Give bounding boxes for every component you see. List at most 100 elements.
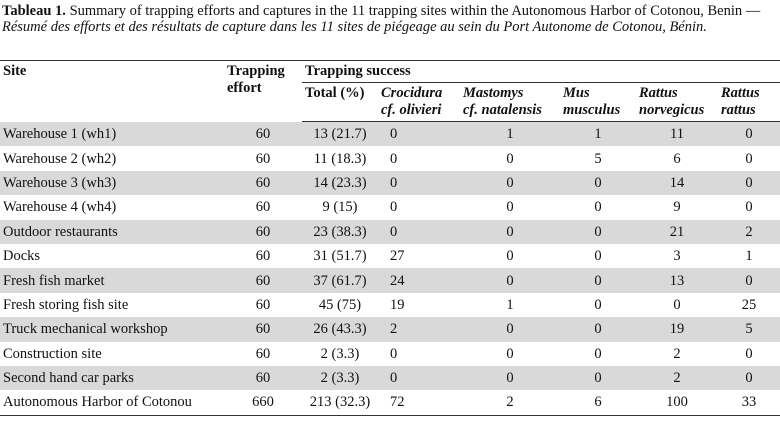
value-cell: 60: [224, 170, 302, 196]
value-cell: 0: [506, 199, 514, 216]
value-cell: 0: [460, 365, 560, 391]
header-line: Total (%): [305, 85, 365, 101]
value-cell: 0: [560, 268, 636, 293]
value-cell: 0: [378, 365, 460, 391]
header-site: Site: [0, 60, 224, 122]
header-line: cf. natalensis: [463, 102, 542, 118]
column-header: Rattus norvegicus: [636, 82, 718, 122]
value-cell: 0: [560, 317, 636, 342]
value-cell: 33: [718, 390, 780, 416]
caption-english: Summary of trapping efforts and captures…: [69, 3, 761, 19]
value-cell: 25: [741, 296, 757, 313]
header-line: Rattus: [721, 85, 760, 101]
value-cell: 2: [460, 390, 560, 416]
value-cell: 2: [673, 345, 681, 362]
value-cell: 0: [378, 219, 460, 244]
caption-label: Tableau 1.: [2, 3, 66, 19]
value-cell: 31 (51.7): [313, 248, 367, 265]
header-line: cf. olivieri: [381, 102, 442, 118]
value-cell: 24: [378, 268, 460, 293]
value-cell: 72: [378, 390, 460, 416]
value-cell: 60: [224, 121, 302, 147]
value-cell: 0: [560, 219, 636, 244]
value-cell: 27: [390, 248, 405, 265]
header-line: Trapping: [227, 63, 285, 79]
value-cell: 60: [255, 296, 271, 313]
value-cell: 14: [636, 170, 718, 196]
value-cell: 1: [745, 248, 753, 265]
site-cell: Warehouse 2 (wh2): [3, 150, 117, 167]
value-cell: 1: [506, 296, 514, 313]
value-cell: 60: [224, 268, 302, 293]
value-cell: 0: [460, 268, 560, 293]
value-cell: 0: [506, 248, 514, 265]
value-cell: 0: [745, 150, 753, 167]
value-cell: 1: [460, 121, 560, 147]
column-header: Rattus rattus: [718, 82, 780, 122]
value-cell: 11: [636, 121, 718, 147]
value-cell: 0: [390, 199, 398, 216]
value-cell: 213 (32.3): [302, 390, 378, 416]
value-cell: 23 (38.3): [302, 219, 378, 244]
value-cell: 60: [224, 219, 302, 244]
table-row: Second hand car parks 60 2 (3.3) 0 0 0 2 0: [0, 365, 780, 391]
value-cell: 19: [636, 317, 718, 342]
site-cell: Outdoor restaurants: [0, 219, 224, 244]
site-cell: Autonomous Harbor of Cotonou: [0, 390, 224, 416]
value-cell: 100: [636, 390, 718, 416]
table-body: Warehouse 1 (wh1) 60 13 (21.7) 0 1 1 11 0 Wareho…: [0, 121, 780, 416]
value-cell: 0: [594, 345, 602, 362]
table-row: Fresh fish market 60 37 (61.7) 24 0 0 13 0: [0, 268, 780, 293]
header-success: Trapping success: [302, 60, 780, 83]
value-cell: 37 (61.7): [302, 268, 378, 293]
site-cell: Construction site: [3, 345, 102, 362]
caption: Tableau 1. Summary of trapping efforts a…: [0, 0, 780, 55]
header-line: Mus: [563, 85, 590, 101]
header-line: musculus: [563, 102, 621, 118]
value-cell: 19: [390, 296, 405, 313]
value-cell: 0: [390, 345, 398, 362]
table-row: Outdoor restaurants 60 23 (38.3) 0 0 0 21 2: [0, 219, 780, 244]
table-row: Truck mechanical workshop 60 26 (43.3) 2 0 0 1…: [0, 317, 780, 342]
site-cell: Docks: [3, 248, 41, 265]
column-header: Crocidura cf. olivieri: [378, 82, 460, 122]
site-cell: Warehouse 3 (wh3): [0, 170, 224, 196]
value-cell: 5: [594, 150, 602, 167]
value-cell: 3: [673, 248, 681, 265]
value-cell: 0: [378, 121, 460, 147]
value-cell: 660: [224, 390, 302, 416]
value-cell: 0: [718, 121, 780, 147]
value-cell: 0: [594, 296, 602, 313]
site-cell: Warehouse 1 (wh1): [0, 121, 224, 147]
value-cell: 11 (18.3): [313, 150, 367, 167]
header-line: norvegicus: [639, 102, 705, 118]
header-line: Crocidura: [381, 85, 443, 101]
header-row: Site Trapping effort Trapping success: [0, 60, 780, 122]
value-cell: 60: [224, 317, 302, 342]
site-cell: Fresh storing fish site: [3, 296, 129, 313]
table-row: Construction site 60 2 (3.3) 0 0 0 2 0: [0, 342, 780, 366]
value-cell: 6: [560, 390, 636, 416]
site-cell: Truck mechanical workshop: [0, 317, 224, 342]
value-cell: 0: [745, 199, 753, 216]
table: Site Trapping effort Trapping success Tot…: [0, 60, 780, 416]
column-header: Total (%): [302, 82, 378, 122]
value-cell: 0: [745, 345, 753, 362]
header-line: effort: [227, 80, 262, 96]
value-cell: 0: [560, 170, 636, 196]
value-cell: 0: [594, 199, 602, 216]
table-row: Warehouse 3 (wh3) 60 14 (23.3) 0 0 0 14 0: [0, 170, 780, 196]
value-cell: 9 (15): [322, 199, 358, 216]
value-cell: 0: [506, 150, 514, 167]
value-cell: 14 (23.3): [302, 170, 378, 196]
value-cell: 0: [460, 219, 560, 244]
value-cell: 21: [636, 219, 718, 244]
value-cell: 60: [255, 199, 271, 216]
column-header: Mus musculus: [560, 82, 636, 122]
value-cell: 1: [560, 121, 636, 147]
table-row: Fresh storing fish site 60 45 (75) 19 1 0 0 25: [0, 293, 780, 317]
value-cell: 0: [390, 150, 398, 167]
value-cell: 0: [460, 170, 560, 196]
value-cell: 0: [460, 317, 560, 342]
table-row: Docks 60 31 (51.7) 27 0 0 3 1: [0, 244, 780, 268]
